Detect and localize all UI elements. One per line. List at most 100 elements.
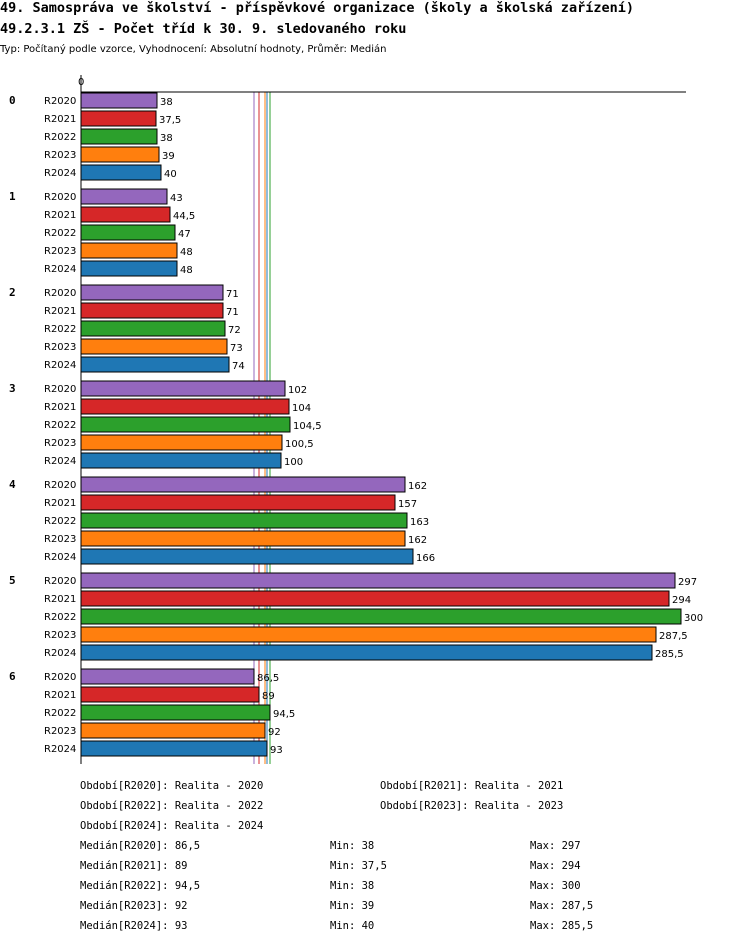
bar-r2023-group-2: [80, 338, 228, 355]
value-label-r2023-group-4: 162: [408, 535, 427, 546]
series-label-r2022-group-0: R2022: [44, 132, 76, 143]
value-label-r2024-group-1: 48: [180, 265, 193, 276]
series-label-r2024-group-1: R2024: [44, 264, 76, 275]
legend-median-r2021: Medián[R2021]: 89: [80, 860, 188, 872]
legend-min-r2020: Min: 38: [330, 840, 375, 852]
series-label-r2024-group-5: R2024: [44, 648, 76, 659]
bar-r2021-group-6: [80, 686, 260, 703]
bar-r2020-group-0: [80, 92, 158, 109]
bar-r2022-group-6: [80, 704, 271, 721]
legend-min-r2022: Min: 38: [330, 880, 375, 892]
series-label-r2024-group-6: R2024: [44, 744, 76, 755]
legend-period-r2024: Období[R2024]: Realita - 2024: [80, 820, 264, 832]
bar-r2022-group-4: [80, 512, 408, 529]
bar-r2024-group-5: [80, 644, 653, 661]
series-label-r2021-group-4: R2021: [44, 498, 76, 509]
value-label-r2020-group-3: 102: [288, 385, 307, 396]
legend-median-r2020: Medián[R2020]: 86,5: [80, 840, 201, 852]
bar-r2022-group-1: [80, 224, 176, 241]
value-label-r2021-group-6: 89: [262, 691, 275, 702]
value-label-r2023-group-6: 92: [268, 727, 281, 738]
series-label-r2020-group-5: R2020: [44, 576, 76, 587]
series-label-r2021-group-3: R2021: [44, 402, 76, 413]
legend-median-r2023: Medián[R2023]: 92: [80, 900, 188, 912]
bar-r2020-group-5: [80, 572, 676, 589]
bar-r2023-group-1: [80, 242, 178, 259]
legend-median-r2024: Medián[R2024]: 93: [80, 920, 188, 932]
chart-title: 49. Samospráva ve školství - příspěvkové…: [0, 0, 634, 16]
series-label-r2022-group-6: R2022: [44, 708, 76, 719]
legend-median-r2022: Medián[R2022]: 94,5: [80, 880, 201, 892]
series-label-r2023-group-2: R2023: [44, 342, 76, 353]
legend-period-r2021: Období[R2021]: Realita - 2021: [380, 780, 564, 792]
value-label-r2021-group-2: 71: [226, 307, 239, 318]
legend-period-r2020: Období[R2020]: Realita - 2020: [80, 780, 264, 792]
value-label-r2021-group-4: 157: [398, 499, 417, 510]
series-label-r2020-group-2: R2020: [44, 288, 76, 299]
value-label-r2022-group-6: 94,5: [273, 709, 295, 720]
series-label-r2020-group-4: R2020: [44, 480, 76, 491]
bar-r2023-group-4: [80, 530, 406, 547]
bar-r2021-group-0: [80, 110, 157, 127]
series-label-r2024-group-2: R2024: [44, 360, 76, 371]
series-label-r2023-group-5: R2023: [44, 630, 76, 641]
value-label-r2023-group-0: 39: [162, 151, 175, 162]
series-label-r2023-group-4: R2023: [44, 534, 76, 545]
value-label-r2022-group-3: 104,5: [293, 421, 322, 432]
series-label-r2020-group-1: R2020: [44, 192, 76, 203]
group-label-3: 3: [9, 382, 16, 395]
group-label-2: 2: [9, 286, 16, 299]
series-label-r2023-group-6: R2023: [44, 726, 76, 737]
series-label-r2023-group-0: R2023: [44, 150, 76, 161]
value-label-r2020-group-5: 297: [678, 577, 697, 588]
legend-max-r2022: Max: 300: [530, 880, 581, 892]
value-label-r2024-group-3: 100: [284, 457, 303, 468]
series-label-r2024-group-4: R2024: [44, 552, 76, 563]
value-label-r2020-group-1: 43: [170, 193, 183, 204]
value-label-r2021-group-1: 44,5: [173, 211, 195, 222]
value-label-r2023-group-3: 100,5: [285, 439, 314, 450]
value-label-r2022-group-0: 38: [160, 133, 173, 144]
bar-r2023-group-6: [80, 722, 266, 739]
legend-period-r2023: Období[R2023]: Realita - 2023: [380, 800, 564, 812]
value-label-r2022-group-2: 72: [228, 325, 241, 336]
series-label-r2021-group-0: R2021: [44, 114, 76, 125]
group-label-1: 1: [9, 190, 16, 203]
value-label-r2024-group-6: 93: [270, 745, 283, 756]
series-label-r2023-group-1: R2023: [44, 246, 76, 257]
value-label-r2021-group-0: 37,5: [159, 115, 181, 126]
bar-r2020-group-1: [80, 188, 168, 205]
bar-r2020-group-3: [80, 380, 286, 397]
value-label-r2022-group-4: 163: [410, 517, 429, 528]
series-label-r2020-group-6: R2020: [44, 672, 76, 683]
value-label-r2023-group-5: 287,5: [659, 631, 688, 642]
value-label-r2024-group-2: 74: [232, 361, 245, 372]
series-label-r2021-group-2: R2021: [44, 306, 76, 317]
series-label-r2022-group-4: R2022: [44, 516, 76, 527]
group-label-6: 6: [9, 670, 16, 683]
series-label-r2021-group-1: R2021: [44, 210, 76, 221]
value-label-r2021-group-3: 104: [292, 403, 311, 414]
legend-period-r2022: Období[R2022]: Realita - 2022: [80, 800, 264, 812]
series-label-r2023-group-3: R2023: [44, 438, 76, 449]
series-label-r2021-group-6: R2021: [44, 690, 76, 701]
bar-r2021-group-5: [80, 590, 670, 607]
bar-r2022-group-0: [80, 128, 158, 145]
group-label-5: 5: [9, 574, 16, 587]
value-label-r2022-group-5: 300: [684, 613, 703, 624]
bar-r2020-group-4: [80, 476, 406, 493]
bar-r2021-group-4: [80, 494, 396, 511]
legend-max-r2020: Max: 297: [530, 840, 581, 852]
series-label-r2024-group-0: R2024: [44, 168, 76, 179]
bar-r2021-group-3: [80, 398, 290, 415]
bar-r2024-group-6: [80, 740, 268, 757]
chart-subtitle: 49.2.3.1 ZŠ - Počet tříd k 30. 9. sledov…: [0, 21, 407, 37]
value-label-r2022-group-1: 47: [178, 229, 191, 240]
series-label-r2022-group-5: R2022: [44, 612, 76, 623]
bar-r2022-group-3: [80, 416, 291, 433]
bar-r2024-group-1: [80, 260, 178, 277]
chart-type-line: Typ: Počítaný podle vzorce, Vyhodnocení:…: [0, 44, 387, 55]
legend-max-r2021: Max: 294: [530, 860, 581, 872]
group-label-0: 0: [9, 94, 16, 107]
series-label-r2022-group-3: R2022: [44, 420, 76, 431]
